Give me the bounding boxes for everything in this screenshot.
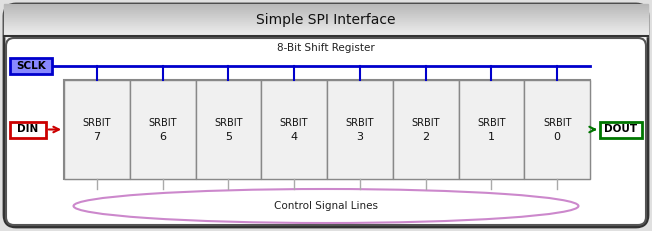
Bar bbox=[4, 27, 648, 28]
Bar bbox=[4, 5, 648, 6]
Text: SRBIT: SRBIT bbox=[280, 118, 308, 128]
Bar bbox=[4, 33, 648, 34]
Text: SRBIT: SRBIT bbox=[214, 118, 243, 128]
Text: SRBIT: SRBIT bbox=[83, 118, 111, 128]
Text: SRBIT: SRBIT bbox=[411, 118, 440, 128]
Bar bbox=[4, 23, 648, 24]
Bar bbox=[196, 80, 261, 179]
Bar bbox=[600, 122, 642, 137]
Bar bbox=[4, 22, 648, 23]
Bar bbox=[130, 80, 196, 179]
Bar bbox=[4, 4, 648, 5]
Bar bbox=[10, 58, 52, 74]
FancyBboxPatch shape bbox=[6, 38, 646, 225]
Text: SCLK: SCLK bbox=[16, 61, 46, 71]
FancyBboxPatch shape bbox=[4, 4, 648, 227]
Bar bbox=[524, 80, 590, 179]
Bar bbox=[4, 30, 648, 31]
Bar bbox=[4, 18, 648, 19]
Bar bbox=[261, 80, 327, 179]
Text: DOUT: DOUT bbox=[604, 125, 638, 134]
Bar bbox=[4, 31, 648, 32]
Text: Simple SPI Interface: Simple SPI Interface bbox=[256, 13, 396, 27]
Bar bbox=[4, 7, 648, 8]
Ellipse shape bbox=[74, 189, 578, 223]
Bar bbox=[10, 122, 46, 137]
Bar bbox=[4, 20, 648, 21]
Text: 2: 2 bbox=[422, 131, 429, 142]
Bar bbox=[4, 13, 648, 14]
Bar bbox=[4, 34, 648, 35]
Bar bbox=[4, 12, 648, 13]
Text: SRBIT: SRBIT bbox=[477, 118, 505, 128]
Bar bbox=[327, 80, 393, 179]
Bar bbox=[4, 11, 648, 12]
Text: 8-Bit Shift Register: 8-Bit Shift Register bbox=[277, 43, 375, 53]
Bar bbox=[393, 80, 458, 179]
Bar bbox=[4, 24, 648, 25]
Bar bbox=[4, 32, 648, 33]
Bar bbox=[4, 28, 648, 29]
Bar bbox=[4, 6, 648, 7]
Bar bbox=[4, 35, 648, 36]
Text: 7: 7 bbox=[93, 131, 100, 142]
Text: 1: 1 bbox=[488, 131, 495, 142]
Bar bbox=[4, 17, 648, 18]
Text: SRBIT: SRBIT bbox=[543, 118, 571, 128]
Bar bbox=[4, 25, 648, 26]
Bar bbox=[458, 80, 524, 179]
Text: 0: 0 bbox=[554, 131, 561, 142]
Text: 4: 4 bbox=[291, 131, 298, 142]
Bar bbox=[64, 80, 130, 179]
Bar bbox=[4, 19, 648, 20]
Text: DIN: DIN bbox=[18, 125, 38, 134]
Bar bbox=[4, 21, 648, 22]
Bar bbox=[4, 16, 648, 17]
Text: SRBIT: SRBIT bbox=[346, 118, 374, 128]
Bar bbox=[4, 8, 648, 9]
Bar bbox=[4, 9, 648, 10]
Bar bbox=[4, 29, 648, 30]
Bar bbox=[4, 10, 648, 11]
Bar bbox=[4, 14, 648, 15]
Text: Control Signal Lines: Control Signal Lines bbox=[274, 201, 378, 211]
Bar bbox=[4, 26, 648, 27]
Bar bbox=[64, 80, 590, 179]
Text: 3: 3 bbox=[357, 131, 363, 142]
Text: 5: 5 bbox=[225, 131, 232, 142]
Text: 6: 6 bbox=[159, 131, 166, 142]
Text: SRBIT: SRBIT bbox=[149, 118, 177, 128]
Bar bbox=[4, 15, 648, 16]
